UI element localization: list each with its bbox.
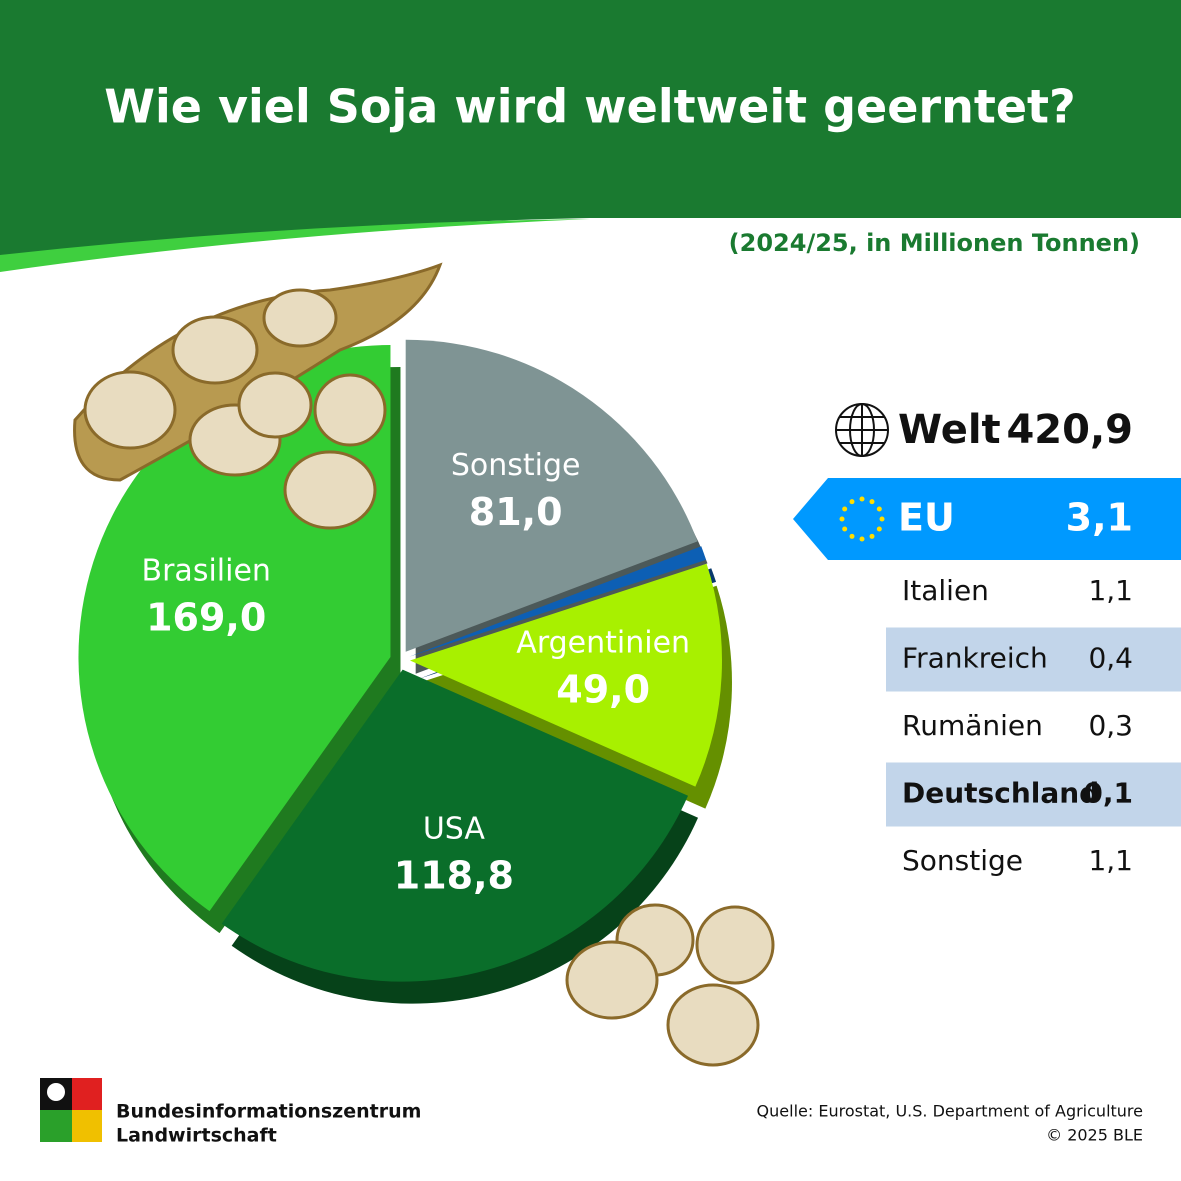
header-swoosh	[0, 218, 590, 268]
eu-label: EU	[898, 496, 955, 540]
row-name: Rumänien	[902, 709, 1043, 742]
row-name: Deutschland	[902, 777, 1099, 810]
header-accent	[0, 219, 590, 272]
row-value: 0,4	[1088, 642, 1133, 675]
slice-label: Sonstige	[451, 448, 581, 483]
eu-flag	[839, 496, 885, 542]
slice-value: 169,0	[146, 596, 266, 640]
pie-slice	[409, 546, 707, 657]
eu-star	[839, 516, 845, 522]
copyright: © 2025 BLE	[1046, 1126, 1143, 1145]
eu-star	[879, 516, 885, 522]
eu-star	[869, 499, 875, 505]
eu-star	[842, 506, 848, 512]
source: Quelle: Eurostat, U.S. Department of Agr…	[757, 1102, 1143, 1121]
slice-value: 81,0	[469, 490, 563, 534]
row-value: 0,3	[1088, 709, 1133, 742]
eu-table: Italien 1,1 Frankreich 0,4 Rumänien 0,3 Deutsc…	[886, 574, 1181, 877]
slice-value: 49,0	[556, 668, 650, 712]
row-background	[886, 627, 1181, 692]
pie: Sonstige 81,0 Argentinien 49,0 USA 118,8 Brasi…	[78, 339, 722, 982]
chart-title: Wie viel Soja wird weltweit geerntet?	[104, 80, 1075, 134]
header-band	[0, 0, 1181, 218]
pie-slice	[221, 669, 689, 982]
eu-star	[876, 506, 882, 512]
eu-star	[876, 526, 882, 532]
row-name: Frankreich	[902, 642, 1048, 675]
pie-slice	[405, 339, 698, 652]
row-background	[886, 762, 1181, 827]
pie-slice	[409, 563, 722, 787]
chart-subtitle: (2024/25, in Millionen Tonnen)	[729, 229, 1140, 257]
logo	[40, 1078, 102, 1142]
eu-value: 3,1	[1066, 496, 1133, 540]
row-name: Italien	[902, 574, 989, 607]
eu-banner	[793, 478, 1181, 560]
row-name: Sonstige	[902, 844, 1023, 877]
eu-star	[842, 526, 848, 532]
slice-label: Brasilien	[142, 554, 271, 589]
beans	[73, 262, 775, 1067]
org-name: Landwirtschaft	[116, 1125, 277, 1147]
total-name: Welt	[898, 407, 1001, 453]
world-icon	[835, 403, 889, 457]
row-value: 1,1	[1088, 574, 1133, 607]
eu-star	[869, 533, 875, 539]
row-value: 0,1	[1083, 777, 1133, 810]
total-value: 420,9	[1006, 407, 1133, 453]
slice-value: 118,8	[394, 854, 514, 898]
eu-star	[859, 536, 865, 542]
slice-label: USA	[423, 812, 486, 847]
org-name: Bundesinformationszentrum	[116, 1101, 421, 1123]
slice-label: Argentinien	[516, 626, 690, 661]
eu-star	[859, 496, 865, 502]
eu-star	[849, 533, 855, 539]
row-value: 1,1	[1088, 844, 1133, 877]
eu-star	[849, 499, 855, 505]
